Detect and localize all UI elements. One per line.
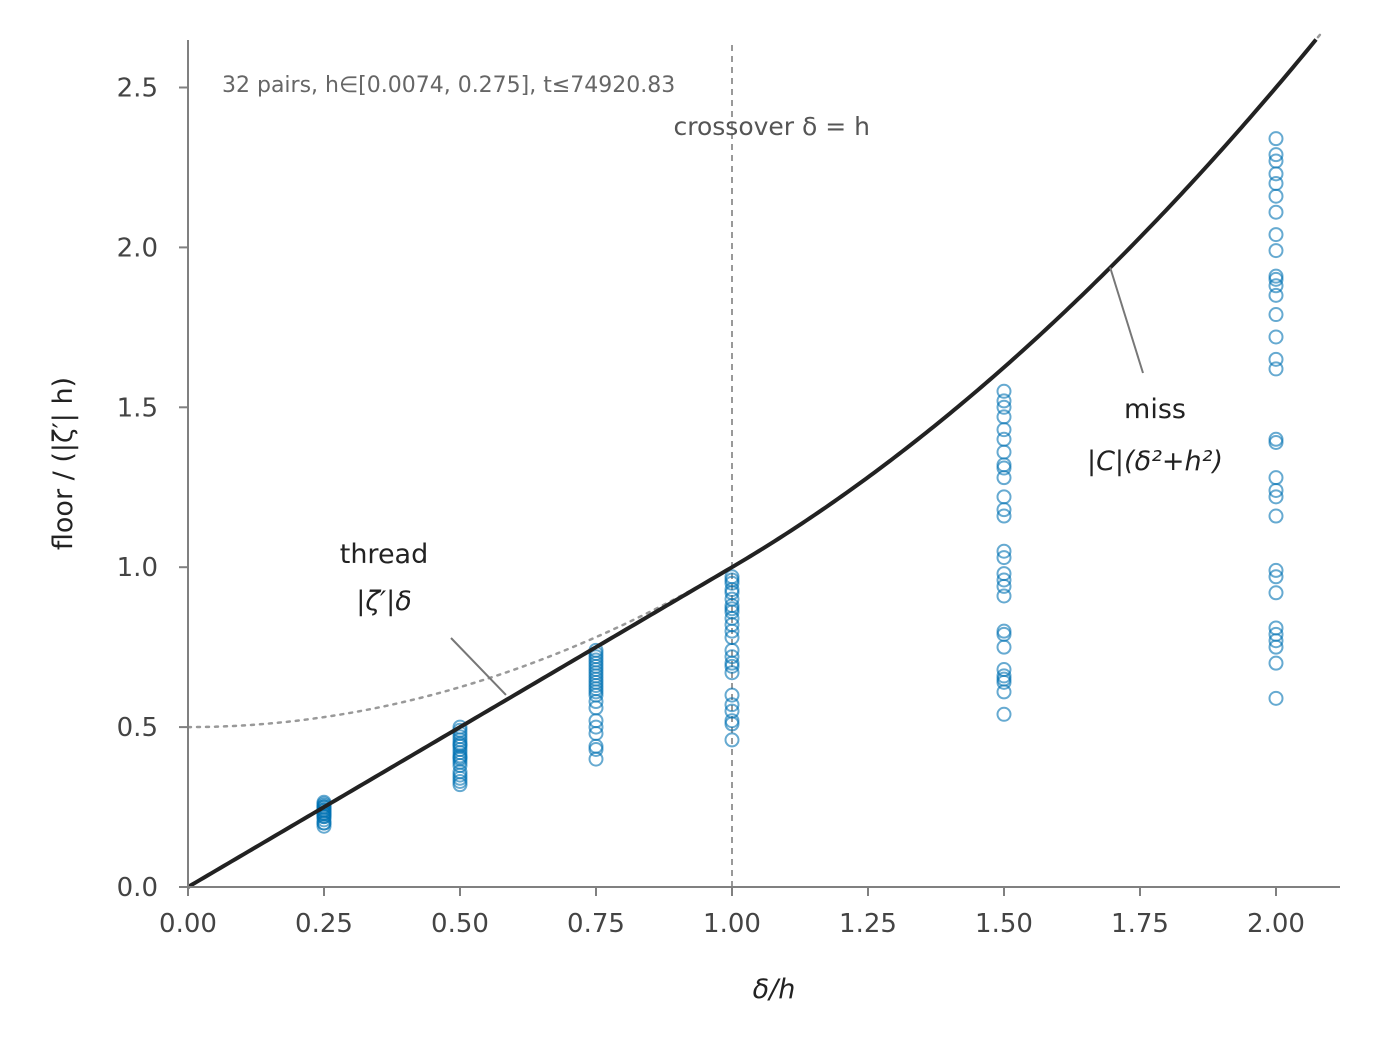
data-point: [1268, 351, 1284, 367]
data-point: [1268, 147, 1284, 163]
data-point: [1268, 227, 1284, 243]
data-point: [724, 665, 740, 681]
data-point: [1268, 569, 1284, 585]
data-point: [996, 431, 1012, 447]
data-point: [724, 703, 740, 719]
miss-annotation-formula: |C|(δ²+h²): [1087, 446, 1223, 477]
y-axis-label: floor / (|ζ′| h): [48, 377, 79, 550]
data-point: [996, 668, 1012, 684]
thread-annotation-formula: |ζ′|δ: [356, 586, 412, 617]
x-tick-label: 0.00: [159, 909, 217, 939]
data-point: [996, 639, 1012, 655]
data-point: [1268, 655, 1284, 671]
floor-curve: [186, 38, 1318, 889]
y-tick-label: 2.5: [117, 74, 158, 104]
y-tick-label: 0.0: [117, 873, 158, 903]
miss-annotation-leader: [1109, 267, 1144, 374]
x-tick-label: 0.50: [431, 909, 489, 939]
x-tick-label: 0.75: [567, 909, 625, 939]
data-point: [1268, 175, 1284, 191]
data-point: [996, 550, 1012, 566]
data-point: [996, 409, 1012, 425]
data-point: [1268, 690, 1284, 706]
data-point: [1268, 585, 1284, 601]
data-point: [996, 588, 1012, 604]
y-tick-label: 1.5: [117, 393, 158, 423]
data-point: [996, 399, 1012, 415]
data-point: [996, 383, 1012, 399]
data-point: [724, 591, 740, 607]
data-point: [452, 764, 468, 780]
data-point: [316, 799, 332, 815]
data-point: [724, 713, 740, 729]
x-tick-label: 1.00: [703, 909, 761, 939]
data-point: [724, 649, 740, 665]
data-point: [996, 508, 1012, 524]
data-point: [996, 543, 1012, 559]
x-tick-label: 1.50: [975, 909, 1033, 939]
data-point: [1268, 361, 1284, 377]
x-axis-ticks: 0.00 0.25 0.50 0.75 1.00 1.25 1.50 1.75 2.00: [159, 887, 1305, 939]
data-point: [1268, 489, 1284, 505]
crossover-label: crossover δ = h: [674, 112, 871, 141]
data-point: [996, 444, 1012, 460]
data-point: [1268, 278, 1284, 294]
thread-annotation-leader: [450, 637, 507, 696]
data-point: [996, 489, 1012, 505]
data-point: [724, 697, 740, 713]
data-point: [1268, 268, 1284, 284]
miss-annotation-title: miss: [1124, 394, 1186, 425]
data-point: [452, 737, 468, 753]
data-point: [724, 732, 740, 748]
y-tick-label: 2.0: [117, 233, 158, 263]
data-point: [1268, 287, 1284, 303]
data-point: [1268, 131, 1284, 147]
data-point: [1268, 329, 1284, 345]
data-point: [588, 719, 604, 735]
data-point: [1268, 188, 1284, 204]
x-tick-label: 0.25: [295, 909, 353, 939]
data-point: [996, 706, 1012, 722]
x-tick-label: 1.75: [1111, 909, 1169, 939]
data-point: [1268, 204, 1284, 220]
data-point: [1268, 620, 1284, 636]
data-point: [996, 623, 1012, 639]
data-point: [1268, 626, 1284, 642]
data-point: [1268, 307, 1284, 323]
data-point: [1268, 470, 1284, 486]
data-point: [1268, 166, 1284, 182]
y-axis-ticks: 0.0 0.5 1.0 1.5 2.0 2.5: [117, 74, 188, 903]
data-points: [316, 131, 1284, 834]
y-tick-label: 1.0: [117, 553, 158, 583]
data-point: [996, 572, 1012, 588]
data-point: [724, 569, 740, 585]
data-point: [1268, 243, 1284, 259]
data-point: [1268, 431, 1284, 447]
x-tick-label: 2.00: [1247, 909, 1305, 939]
data-point: [1268, 153, 1284, 169]
data-point: [724, 687, 740, 703]
y-tick-label: 0.5: [117, 713, 158, 743]
data-point: [996, 662, 1012, 678]
thread-annotation-title: thread: [340, 539, 429, 570]
info-note: 32 pairs, h∈[0.0074, 0.275], t≤74920.83: [222, 73, 675, 98]
data-point: [996, 566, 1012, 582]
x-tick-label: 1.25: [839, 909, 897, 939]
x-axis-label: δ/h: [753, 974, 796, 1005]
data-point: [452, 719, 468, 735]
data-point: [1268, 508, 1284, 524]
data-point: [996, 422, 1012, 438]
data-point: [1268, 562, 1284, 578]
data-point: [996, 393, 1012, 409]
